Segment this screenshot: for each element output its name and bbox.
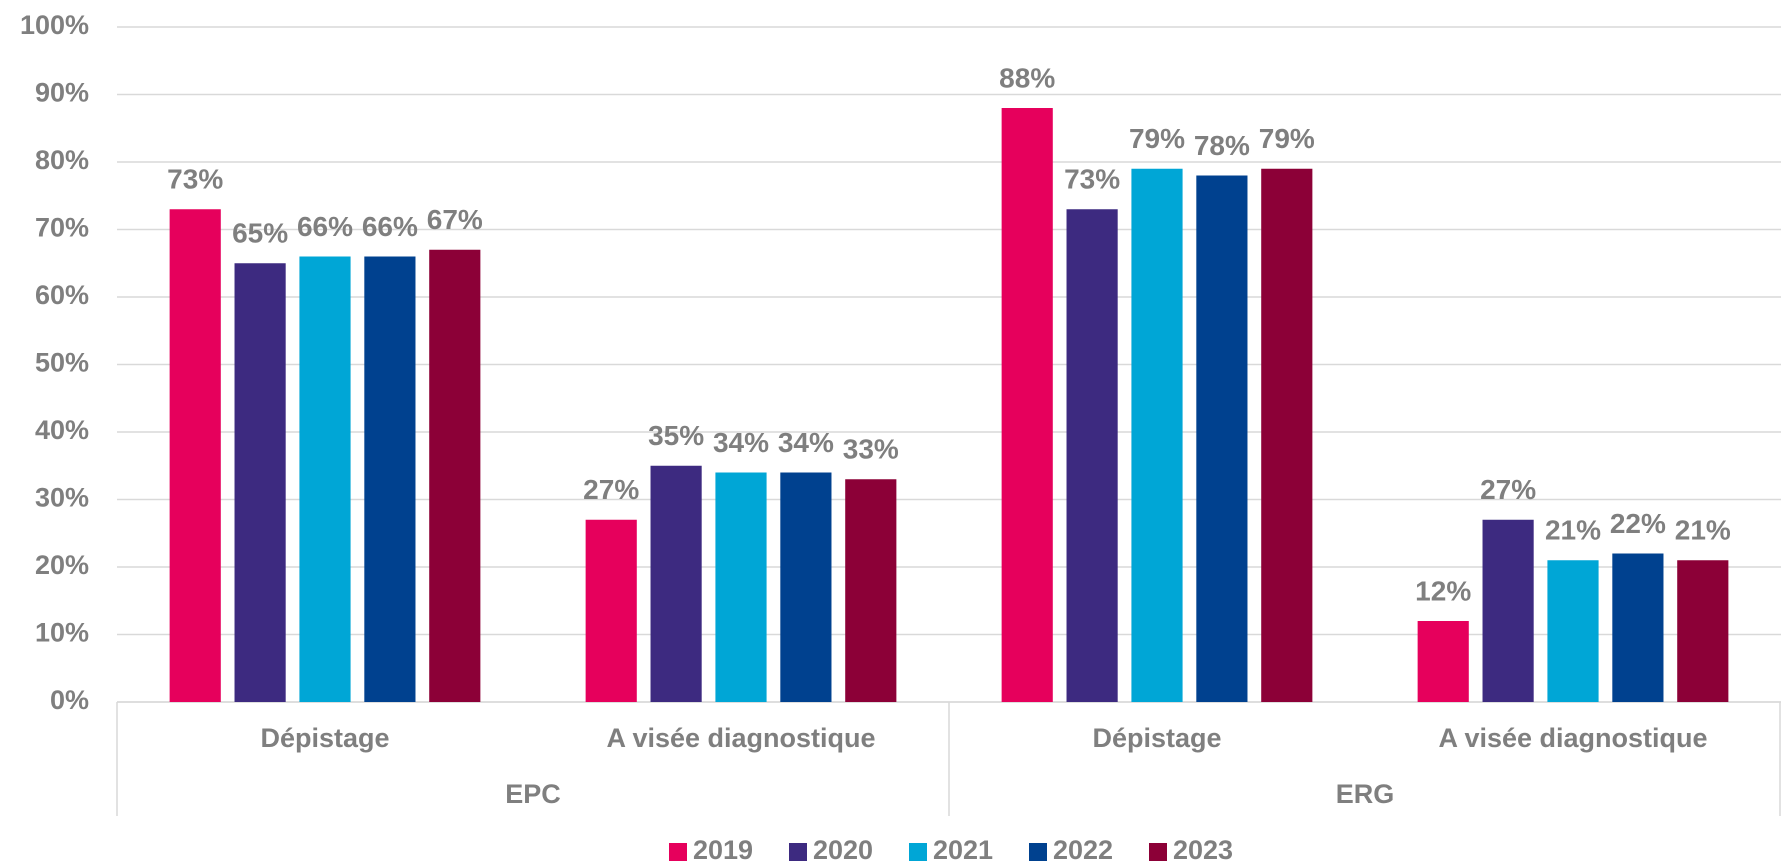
y-tick-label: 80%: [35, 145, 89, 175]
y-tick-label: 70%: [35, 213, 89, 243]
data-label: 66%: [297, 211, 353, 242]
legend-label: 2020: [813, 835, 873, 865]
x-tick-label: Dépistage: [260, 723, 389, 753]
x-tick-label: A visée diagnostique: [1438, 723, 1707, 753]
data-label: 73%: [167, 164, 223, 195]
data-label: 35%: [648, 420, 704, 451]
y-tick-label: 60%: [35, 280, 89, 310]
bar: [780, 472, 832, 702]
y-tick-label: 90%: [35, 78, 89, 108]
bar: [364, 256, 416, 702]
bar: [429, 249, 481, 702]
data-label: 88%: [999, 62, 1055, 93]
x-tick-label: Dépistage: [1092, 723, 1221, 753]
bar: [585, 519, 637, 702]
legend-swatch: [909, 843, 927, 861]
legend-label: 2019: [693, 835, 753, 865]
x-tick-label: A visée diagnostique: [606, 723, 875, 753]
bar: [845, 479, 897, 702]
bar: [1131, 168, 1183, 702]
y-tick-label: 0%: [50, 685, 89, 715]
legend-swatch: [1149, 843, 1167, 861]
legend-swatch: [669, 843, 687, 861]
legend-label: 2022: [1053, 835, 1113, 865]
data-label: 66%: [362, 211, 418, 242]
data-label: 21%: [1545, 515, 1601, 546]
y-tick-label: 100%: [20, 10, 89, 40]
y-tick-label: 50%: [35, 348, 89, 378]
legend-swatch: [789, 843, 807, 861]
bar: [1196, 175, 1248, 702]
bar: [715, 472, 767, 702]
data-label: 27%: [1480, 474, 1536, 505]
bar: [1612, 553, 1664, 702]
legend-label: 2021: [933, 835, 993, 865]
legend-label: 2023: [1173, 835, 1233, 865]
legend-swatch: [1029, 843, 1047, 861]
data-label: 21%: [1675, 515, 1731, 546]
data-label: 34%: [778, 427, 834, 458]
data-label: 78%: [1194, 130, 1250, 161]
bar: [1066, 209, 1118, 702]
data-label: 22%: [1610, 508, 1666, 539]
data-label: 67%: [427, 204, 483, 235]
bar: [1547, 560, 1599, 702]
bar: [1001, 108, 1053, 702]
y-tick-label: 40%: [35, 415, 89, 445]
bar: [169, 209, 221, 702]
bar: [1482, 519, 1534, 702]
data-label: 73%: [1064, 164, 1120, 195]
bar: [650, 465, 702, 702]
bar: [299, 256, 351, 702]
group-label: EPC: [505, 779, 561, 809]
bar: [1261, 168, 1313, 702]
bar: [234, 263, 286, 702]
y-tick-label: 20%: [35, 550, 89, 580]
data-label: 34%: [713, 427, 769, 458]
bar: [1417, 621, 1469, 702]
data-label: 65%: [232, 218, 288, 249]
data-label: 27%: [583, 474, 639, 505]
y-tick-label: 30%: [35, 483, 89, 513]
bar: [1677, 560, 1729, 702]
y-tick-label: 10%: [35, 618, 89, 648]
data-label: 79%: [1129, 123, 1185, 154]
group-label: ERG: [1336, 779, 1395, 809]
data-label: 33%: [843, 434, 899, 465]
data-label: 79%: [1259, 123, 1315, 154]
data-label: 12%: [1415, 575, 1471, 606]
